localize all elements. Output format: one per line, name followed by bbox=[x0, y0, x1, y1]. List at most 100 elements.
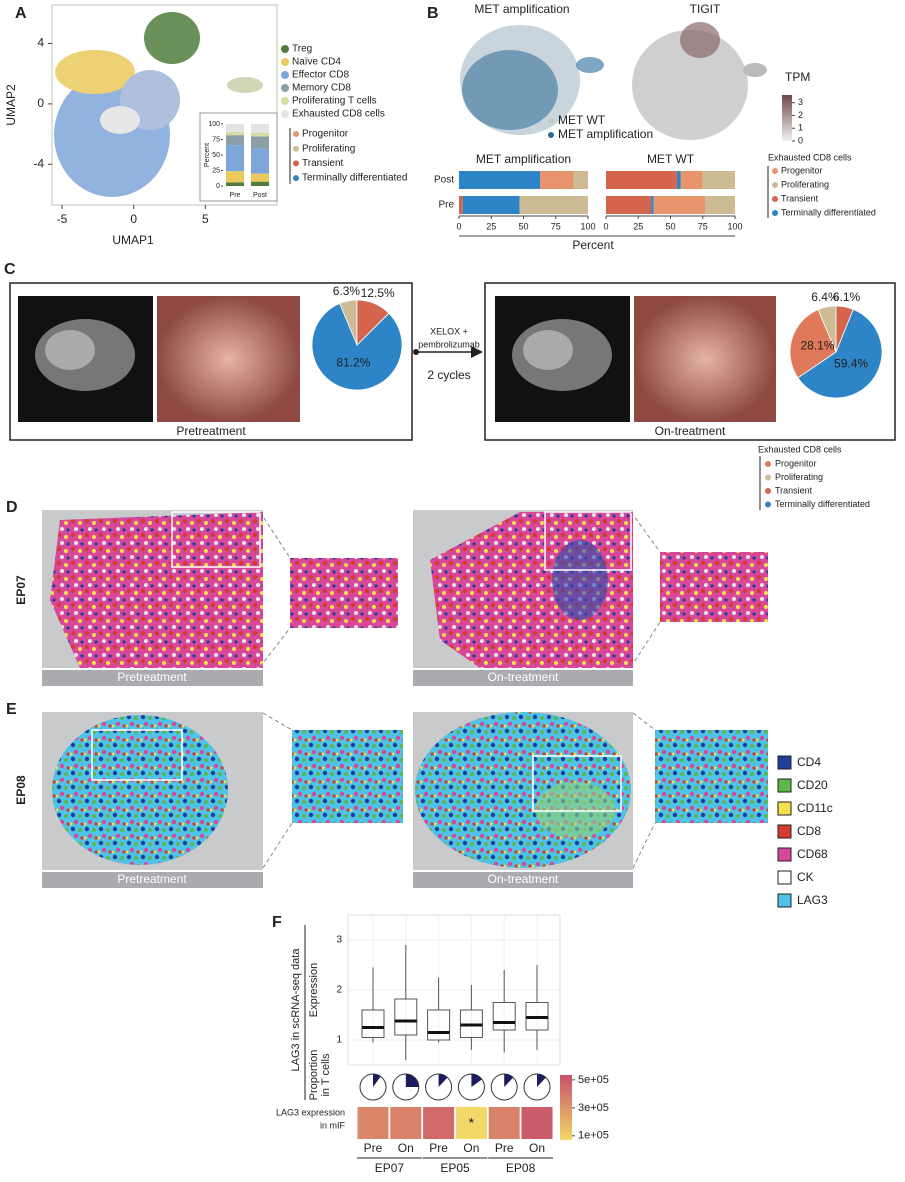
legend-label: Treg bbox=[292, 44, 312, 55]
y-axis-label: in T cells bbox=[320, 1053, 332, 1097]
heat-cell bbox=[455, 1107, 487, 1139]
legend-swatch bbox=[777, 801, 792, 816]
legend-title: Exhausted CD8 cells bbox=[768, 152, 852, 162]
legend-label: CD68 bbox=[797, 847, 828, 861]
group-label: EP08 bbox=[506, 1161, 536, 1175]
legend-title: Exhausted CD8 cells bbox=[758, 444, 842, 454]
x-tick-label: 0 bbox=[130, 212, 137, 226]
x-tick-label: 50 bbox=[665, 221, 675, 231]
y-tick-label: 3 bbox=[336, 935, 342, 946]
endoscopy-image bbox=[634, 296, 776, 422]
panel-label: B bbox=[427, 5, 439, 22]
legend-dot bbox=[293, 175, 299, 182]
x-tick-label: On bbox=[398, 1141, 414, 1155]
box bbox=[361, 1009, 385, 1038]
heat-cell bbox=[521, 1107, 553, 1139]
y-axis-label: Proportion bbox=[308, 1050, 320, 1101]
panel-label: F bbox=[272, 914, 282, 931]
heat-cell bbox=[423, 1107, 455, 1139]
x-tick-label: 0 bbox=[456, 221, 461, 231]
legend-dot bbox=[293, 131, 299, 137]
legend-dot bbox=[281, 45, 289, 53]
legend-label: Transient bbox=[302, 158, 344, 169]
legend-dot bbox=[281, 97, 289, 105]
legend-label: Exhausted CD8 cells bbox=[292, 109, 385, 120]
legend-label: Terminally differentiated bbox=[775, 499, 870, 509]
x-tick-label: 100 bbox=[727, 221, 742, 231]
bar-segment bbox=[462, 196, 520, 214]
x-axis-label: UMAP1 bbox=[112, 233, 154, 247]
zoom-image bbox=[290, 558, 398, 628]
x-tick-label: 0 bbox=[603, 221, 608, 231]
legend-dot bbox=[765, 461, 771, 467]
inset-bar bbox=[251, 132, 269, 137]
y-tick-label: -4 bbox=[33, 156, 44, 170]
bar-segment bbox=[540, 171, 574, 189]
box bbox=[394, 998, 418, 1036]
plot-title: MET amplification bbox=[474, 2, 569, 16]
facet-title: MET amplification bbox=[476, 152, 571, 166]
x-axis-label: Percent bbox=[572, 238, 614, 252]
umap-met bbox=[460, 25, 604, 135]
proportion-pie bbox=[373, 1074, 381, 1087]
caption: On-treatment bbox=[488, 872, 559, 886]
inset-bar bbox=[226, 182, 244, 186]
treatment-label: 2 cycles bbox=[427, 368, 470, 382]
heat-cell bbox=[357, 1107, 389, 1139]
inset-category: Pre bbox=[230, 192, 241, 199]
y-axis-label: LAG3 in scRNA-seq data bbox=[290, 948, 302, 1072]
legend-label: MET WT bbox=[558, 113, 606, 127]
y-axis-label: Expression bbox=[308, 963, 320, 1017]
inset-tick-label: 25 bbox=[212, 167, 220, 174]
bar-segment bbox=[705, 196, 735, 214]
legend-label: Proliferating T cells bbox=[292, 96, 377, 107]
legend-label: Terminally differentiated bbox=[302, 173, 407, 184]
inset-bar bbox=[251, 124, 269, 133]
x-tick-label: Pre bbox=[364, 1141, 383, 1155]
sample-label: EP08 bbox=[14, 775, 28, 805]
endoscopy-image bbox=[157, 296, 300, 422]
legend-swatch bbox=[777, 847, 792, 862]
caption: Pretreatment bbox=[117, 670, 187, 684]
inset-tick-label: 50 bbox=[212, 152, 220, 159]
y-tick-label: Post bbox=[434, 175, 454, 186]
inset-bar bbox=[226, 132, 244, 136]
heat-label: in mIF bbox=[320, 1120, 346, 1130]
legend-label: Progenitor bbox=[781, 165, 823, 175]
proportion-pie bbox=[471, 1074, 482, 1087]
inset-bar bbox=[226, 135, 244, 146]
plot-title: TIGIT bbox=[690, 2, 721, 16]
y-tick-label: 4 bbox=[37, 36, 44, 50]
legend-dot bbox=[772, 210, 778, 216]
inset-bar bbox=[226, 171, 244, 183]
inset-tick-label: 75 bbox=[212, 136, 220, 143]
pie-label: 28.1% bbox=[800, 339, 834, 353]
bar-segment bbox=[519, 196, 588, 214]
colorbar-tick-label: 1e+05 bbox=[578, 1130, 609, 1142]
zoom-image bbox=[292, 730, 403, 823]
pie-title: Pretreatment bbox=[176, 424, 246, 438]
legend-swatch bbox=[777, 893, 792, 908]
caption: Pretreatment bbox=[117, 872, 187, 886]
legend-dot bbox=[772, 182, 778, 188]
panel-label: D bbox=[6, 499, 18, 516]
pie-slice bbox=[835, 305, 854, 353]
legend-dot bbox=[772, 196, 778, 202]
x-tick-label: Pre bbox=[429, 1141, 448, 1155]
inset-bar bbox=[226, 124, 244, 133]
legend-swatch bbox=[777, 755, 792, 770]
y-axis-label: UMAP2 bbox=[4, 84, 18, 126]
proportion-pie bbox=[438, 1074, 448, 1087]
legend-dot bbox=[765, 501, 771, 508]
bar-segment bbox=[459, 196, 463, 214]
bar-segment bbox=[606, 171, 677, 189]
legend-label: Transient bbox=[781, 193, 819, 203]
legend-label: CD8 bbox=[797, 824, 821, 838]
legend-label: CD11c bbox=[797, 801, 833, 815]
legend-label: CD20 bbox=[797, 778, 828, 792]
x-tick-label: 75 bbox=[551, 221, 561, 231]
treatment-label: XELOX + bbox=[430, 326, 468, 336]
heat-cell bbox=[488, 1107, 520, 1139]
legend-dot bbox=[765, 488, 771, 494]
